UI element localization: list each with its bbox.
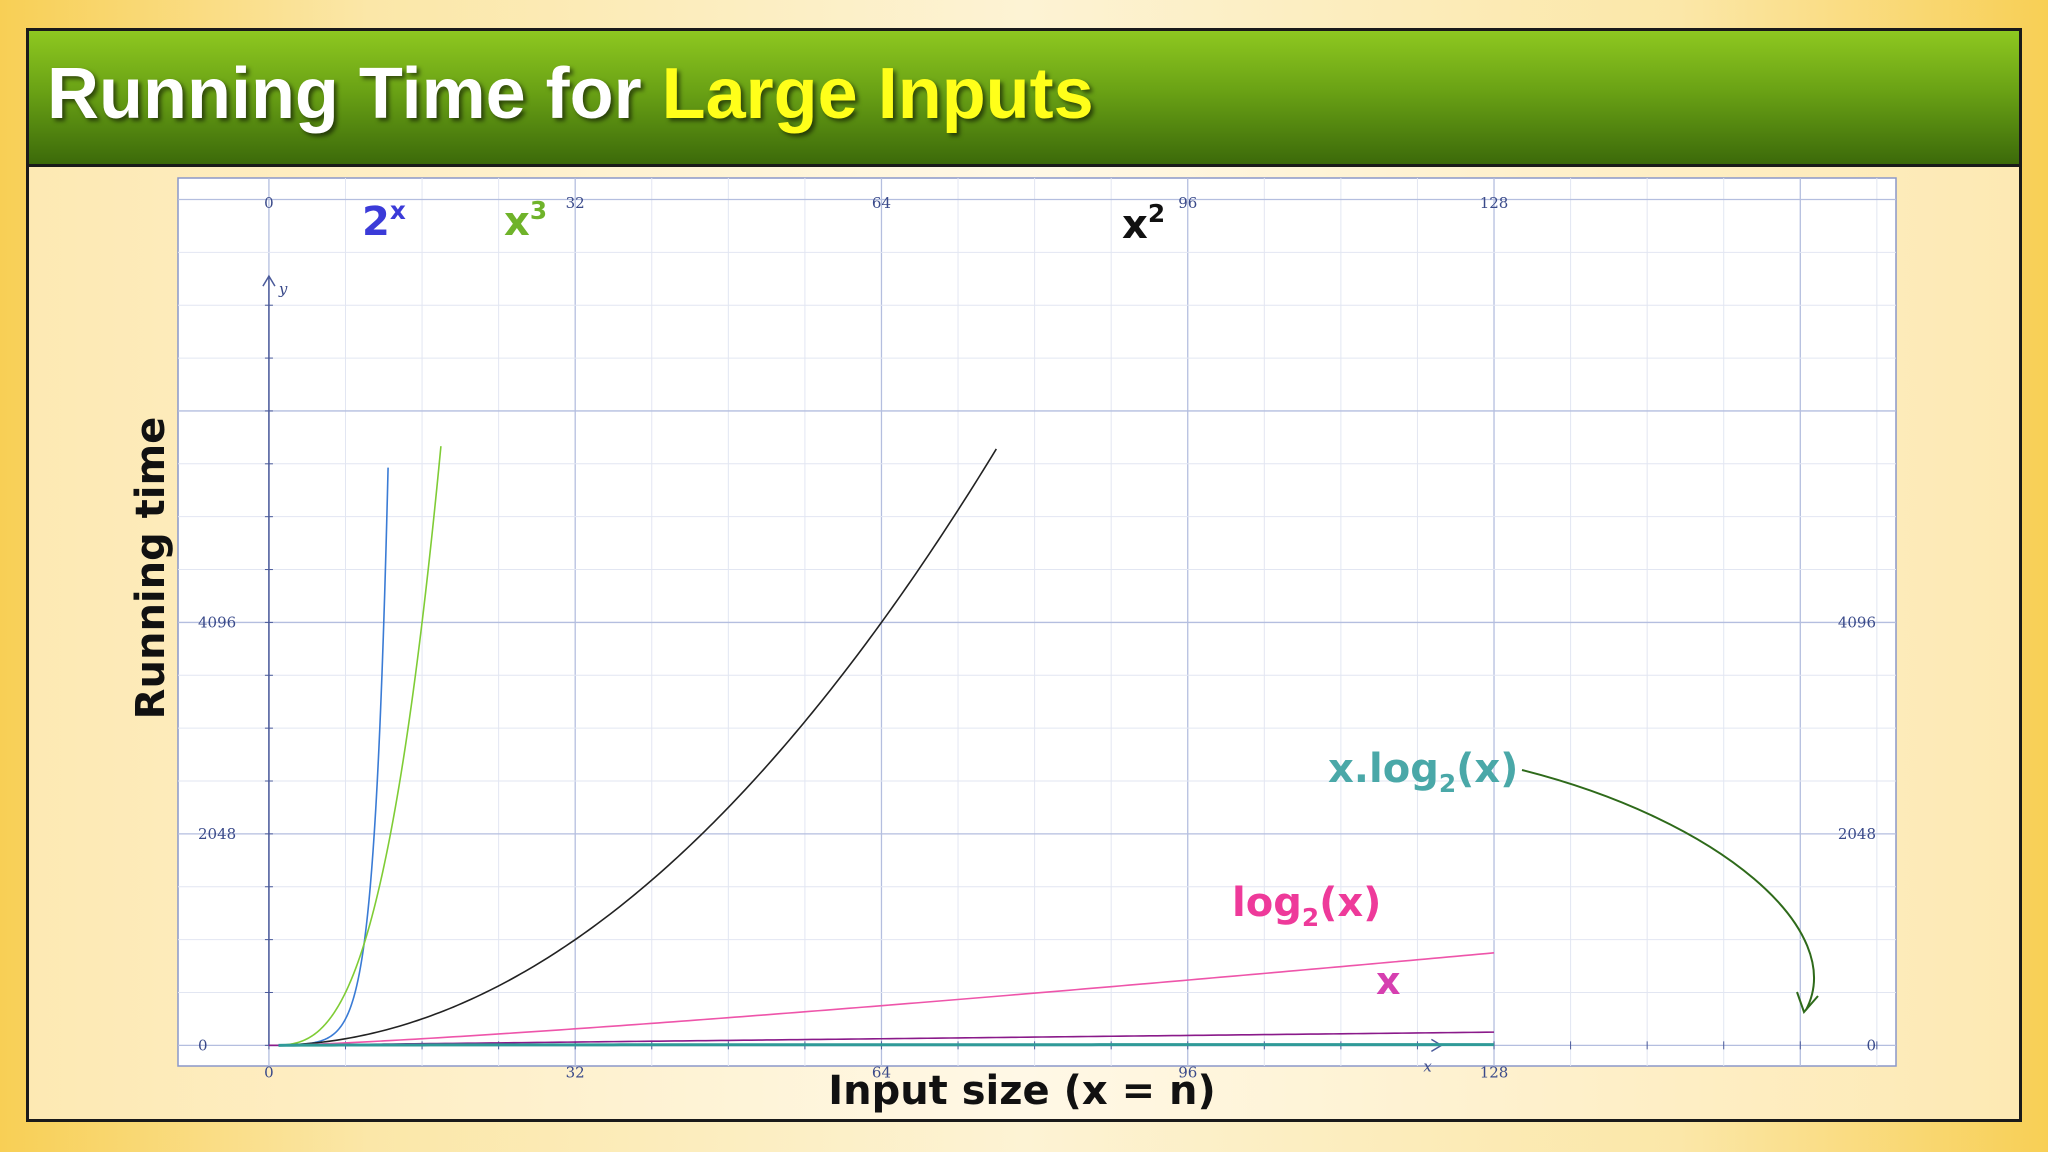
x-tick-label-top: 128	[1480, 194, 1509, 212]
curve-x-log2-x-	[278, 952, 1495, 1047]
curve-label: x.log2(x)	[1328, 746, 1518, 798]
x-tick-label-bottom: 32	[566, 1063, 585, 1081]
y-tick-label-right: 4096	[1838, 613, 1876, 631]
y-axis-letter: y	[278, 280, 288, 298]
y-tick-label-right: 0	[1866, 1036, 1876, 1054]
curve-label-subscript: 2	[1302, 903, 1319, 932]
title-highlight-text: Large Inputs	[661, 54, 1094, 134]
annotation-arrowhead	[1796, 991, 1819, 1014]
x-axis-title: Input size (x = n)	[828, 1068, 1216, 1114]
curve-label: x	[1376, 959, 1401, 1003]
curve-label-tail: (x)	[1319, 880, 1381, 926]
curve-label-base: x	[504, 199, 530, 245]
curve-log2-x-	[278, 1043, 1495, 1047]
curve-label-base: x	[1376, 959, 1401, 1003]
x-axis-letter: x	[1423, 1057, 1432, 1075]
x-tick-label-bottom: 64	[872, 1063, 891, 1081]
y-tick-label-left: 0	[198, 1036, 208, 1054]
x-tick-label-bottom: 128	[1480, 1063, 1509, 1081]
curves	[268, 446, 1495, 1047]
slide-title: Running Time for Large Inputs	[47, 53, 1094, 135]
x-tick-label-top: 0	[264, 194, 274, 212]
curve-x	[268, 1031, 1495, 1047]
title-main-text: Running Time for	[47, 54, 662, 134]
x-tick-label-top: 96	[1178, 194, 1197, 212]
curve-label-base: 2	[362, 199, 390, 245]
y-tick-label-left: 4096	[198, 613, 236, 631]
curve-label-tail: (x)	[1456, 746, 1518, 792]
curve-label: x3	[504, 196, 547, 245]
curve-label-superscript: 2	[1148, 199, 1165, 228]
curve-label: log2(x)	[1232, 880, 1381, 932]
y-tick-label-right: 2048	[1838, 825, 1876, 843]
y-axis-arrowhead	[262, 274, 276, 287]
y-tick-label-left: 2048	[198, 825, 236, 843]
annotation-arrow	[1521, 769, 1815, 1011]
curve-label-base: x	[1122, 202, 1148, 248]
curve-label: 2x	[362, 196, 406, 245]
grid	[178, 178, 1896, 1066]
curve-label-superscript: 3	[530, 196, 547, 225]
curve-label-subscript: 2	[1439, 769, 1456, 798]
curve-label-base: x.log	[1328, 746, 1439, 792]
x-tick-label-bottom: 0	[264, 1063, 274, 1081]
x-tick-label-top: 64	[872, 194, 891, 212]
y-axis-title: Running time	[128, 417, 174, 720]
curve-label-base: log	[1232, 880, 1302, 926]
curve-x-2	[278, 448, 998, 1047]
curve-label: x2	[1122, 199, 1165, 248]
curve-x-3	[278, 446, 442, 1047]
x-tick-label-top: 32	[566, 194, 585, 212]
x-tick-label-bottom: 96	[1178, 1063, 1197, 1081]
curve-label-superscript: x	[390, 196, 406, 225]
title-bar: Running Time for Large Inputs	[29, 31, 2019, 167]
